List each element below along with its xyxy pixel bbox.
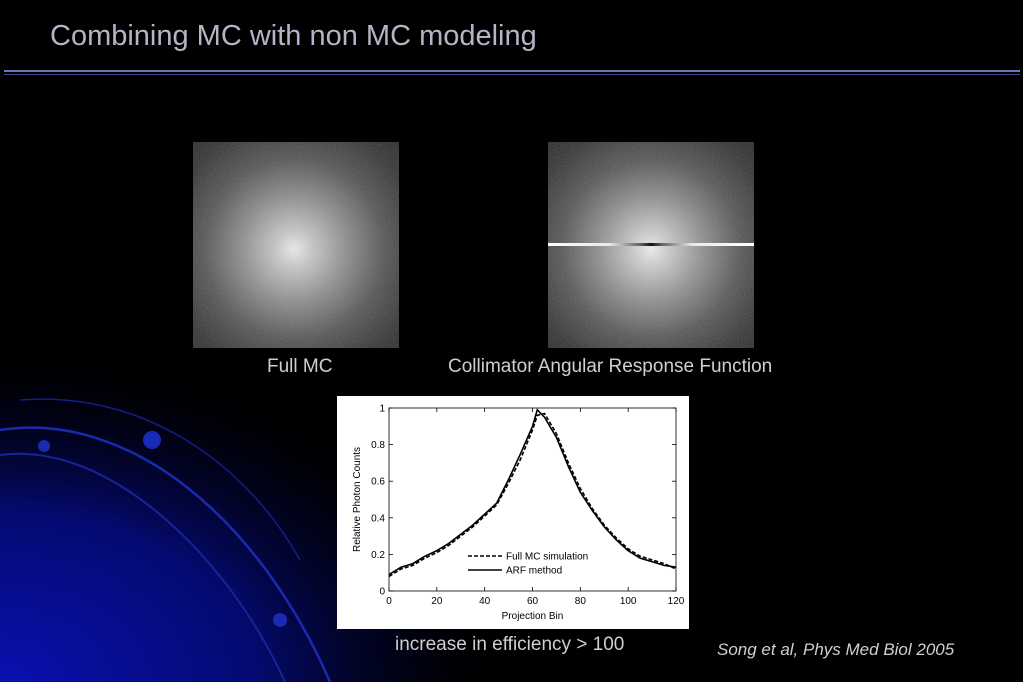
- title-divider-secondary: [4, 74, 1020, 75]
- profile-line: [548, 243, 754, 246]
- y-tick-label: 0.6: [371, 477, 385, 488]
- arf-projection-image: [548, 142, 754, 348]
- legend-label: Full MC simulation: [506, 552, 588, 563]
- legend-label: ARF method: [506, 566, 562, 577]
- plot-frame: [388, 407, 677, 592]
- x-tick-label: 60: [527, 596, 539, 607]
- slide-title: Combining MC with non MC modeling: [50, 20, 537, 52]
- x-axis-label: Projection Bin: [502, 611, 564, 622]
- y-tick-label: 0.2: [371, 550, 385, 561]
- x-tick-label: 0: [386, 596, 392, 607]
- series-line-full-mc: [388, 412, 677, 578]
- x-tick-label: 120: [668, 596, 685, 607]
- caption-full-mc: Full MC: [267, 356, 333, 377]
- y-tick-label: 0.8: [371, 440, 385, 451]
- x-tick-label: 40: [479, 596, 491, 607]
- series-line-arf: [388, 408, 677, 576]
- profile-chart-svg: 0 20 40 60 80 100 120 0 0.2 0.4 0.6 0.8 1 Projection …: [352, 404, 685, 623]
- title-divider: [4, 70, 1020, 72]
- full-mc-projection-image: [193, 142, 399, 348]
- y-axis-label: Relative Photon Counts: [352, 447, 363, 552]
- efficiency-note: increase in efficiency > 100: [395, 634, 625, 655]
- y-tick-label: 0.4: [371, 513, 385, 524]
- citation: Song et al, Phys Med Biol 2005: [717, 640, 955, 659]
- x-tick-label: 100: [620, 596, 637, 607]
- y-tick-label: 1: [379, 404, 385, 415]
- caption-arf: Collimator Angular Response Function: [448, 356, 773, 377]
- x-tick-label: 80: [575, 596, 587, 607]
- profile-chart: 0 20 40 60 80 100 120 0 0.2 0.4 0.6 0.8 1 Projection …: [337, 396, 689, 629]
- x-tick-label: 20: [431, 596, 443, 607]
- y-tick-label: 0: [379, 587, 385, 598]
